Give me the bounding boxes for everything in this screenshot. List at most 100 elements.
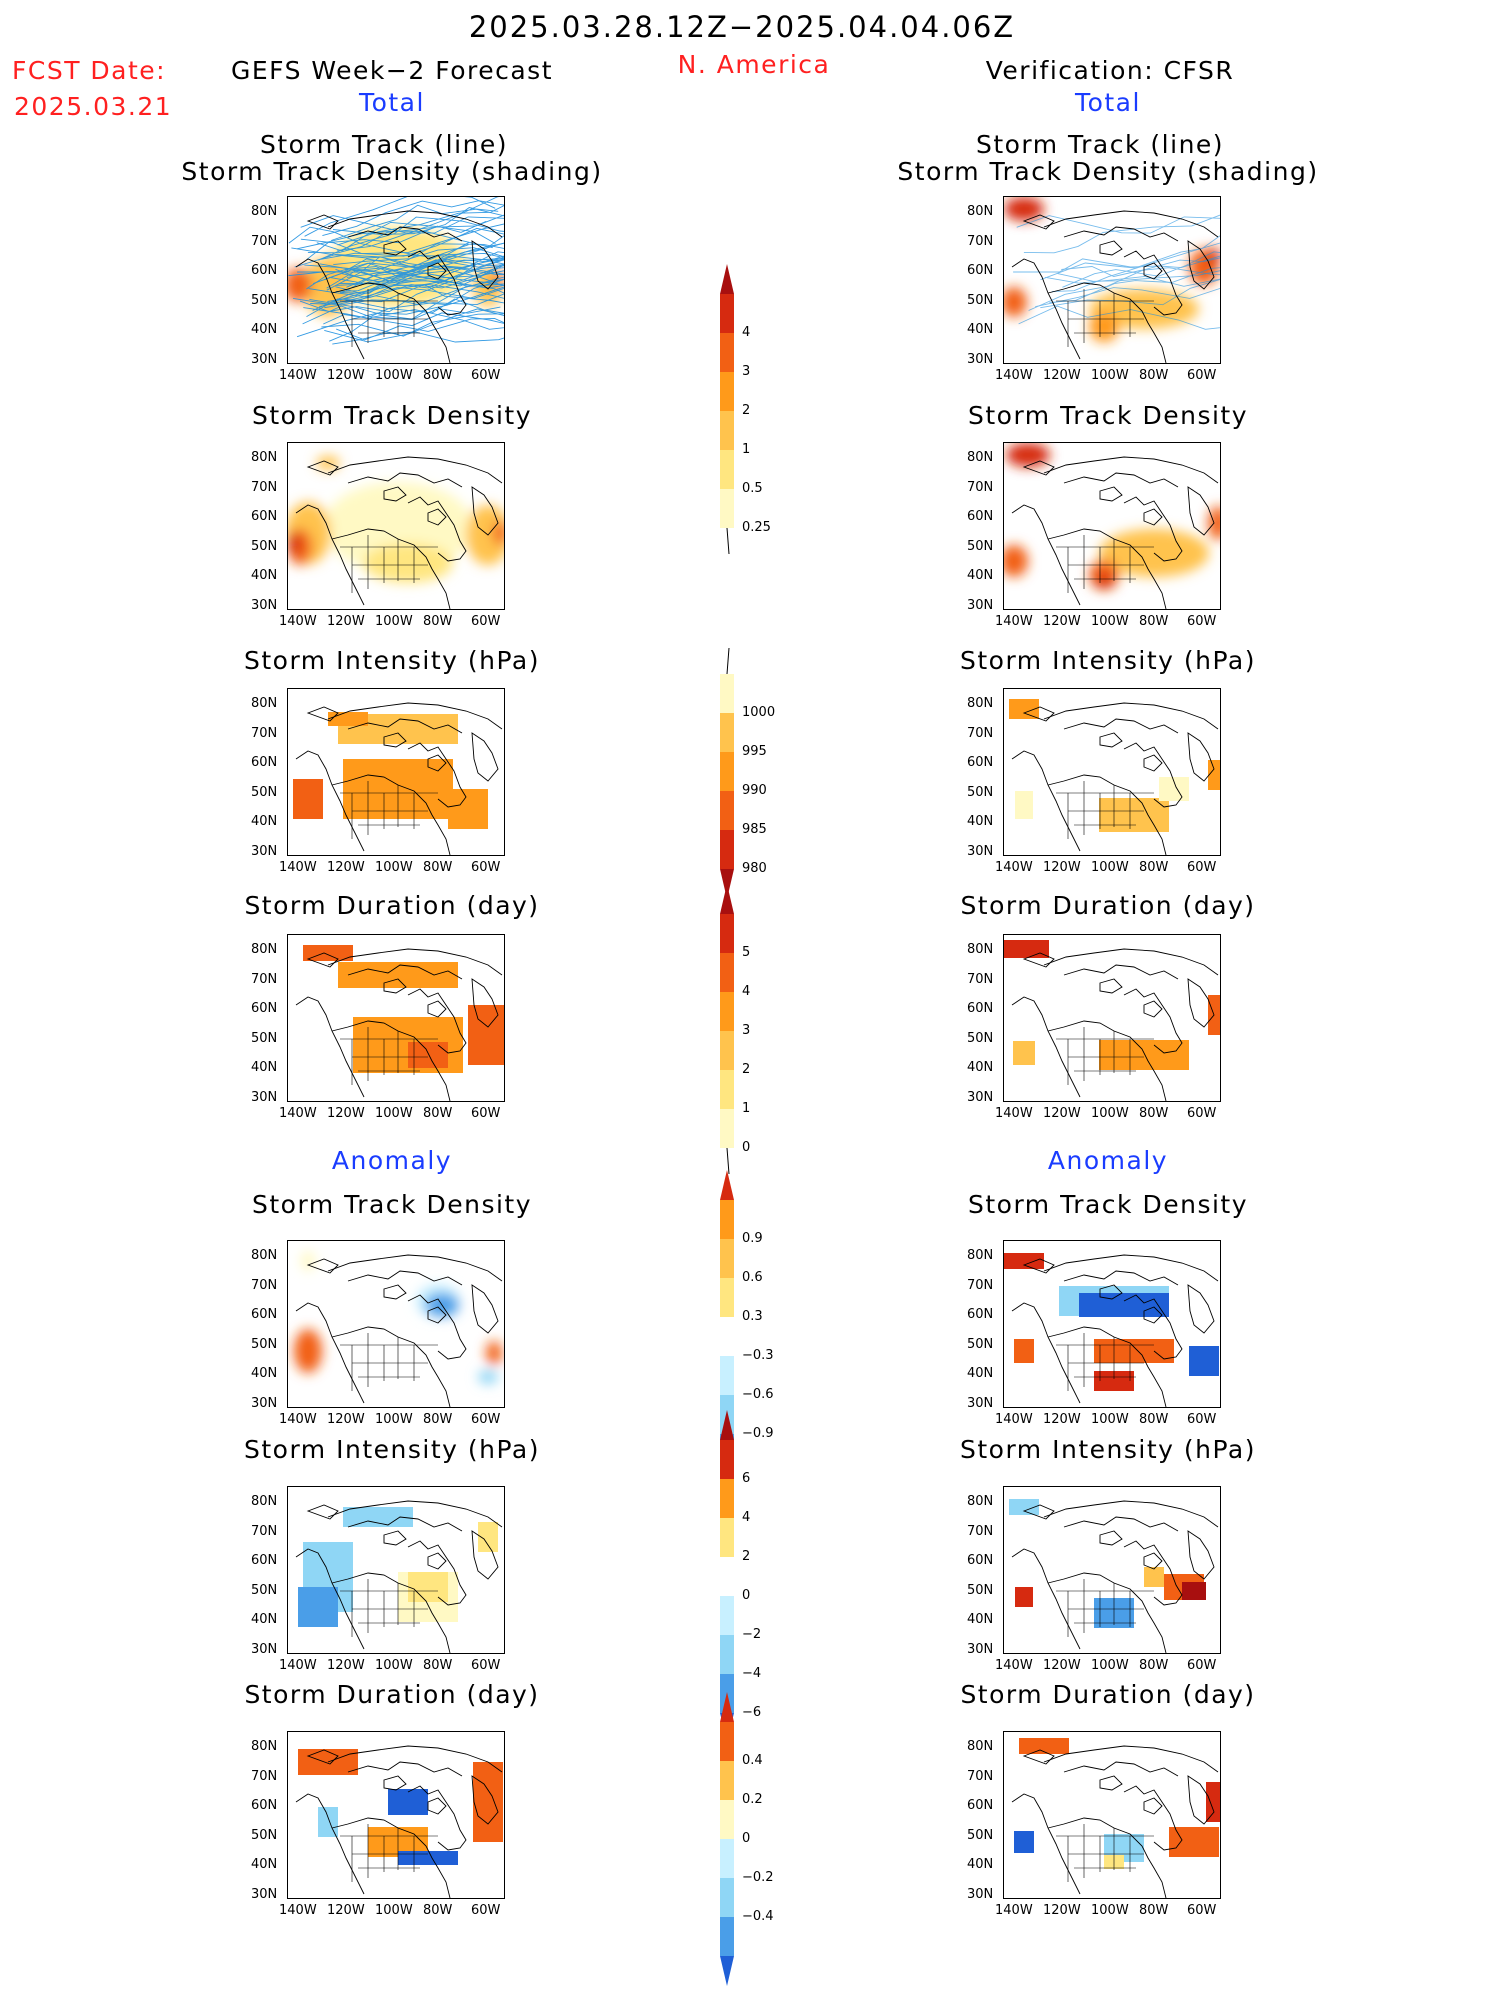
shade-area (298, 1587, 338, 1627)
lat-tick-label: 60N (967, 1001, 994, 1016)
coastline (1047, 282, 1167, 363)
storm-track-line (296, 286, 504, 338)
coastline (331, 1020, 451, 1101)
lat-tick-label: 30N (251, 1089, 278, 1105)
lat-tick-label: 80N (967, 942, 994, 957)
lon-tick-label: 60W (471, 614, 501, 629)
lon-tick-label: 80W (1139, 860, 1169, 875)
map-vf-density-anom (1003, 1240, 1221, 1408)
coastline (1022, 214, 1055, 230)
lat-tick-label: 60N (251, 1307, 278, 1322)
storm-track-line (332, 207, 504, 235)
lon-tick-label: 140W (279, 860, 317, 875)
coastline (471, 1775, 499, 1825)
shade-area (448, 789, 488, 829)
shade-area (293, 779, 323, 819)
lat-tick-label: 60N (967, 755, 994, 770)
shade-area (486, 1341, 502, 1365)
coastline (407, 496, 467, 562)
coastline (1022, 1749, 1055, 1765)
lon-tick-label: 60W (1187, 1903, 1217, 1918)
colorbar-swatch (720, 1317, 734, 1356)
shade-area (1182, 1582, 1206, 1600)
coastline (1123, 1294, 1183, 1360)
coastline (407, 1540, 467, 1606)
coastline (1123, 988, 1183, 1054)
lat-tick-label: 70N (967, 233, 994, 249)
coastline (1011, 1548, 1081, 1650)
shade-area (1009, 1499, 1039, 1515)
coastline (1099, 732, 1123, 748)
lon-tick-label: 120W (327, 1903, 365, 1918)
map-fc-duration-anom-svg (295, 1745, 503, 1898)
coastline (1043, 1254, 1219, 1282)
map-fc-track-svg (288, 197, 504, 363)
storm-track-line (323, 293, 504, 325)
shade-area (1079, 1293, 1169, 1317)
coastline (327, 1254, 503, 1282)
lat-tick-label: 70N (251, 479, 278, 495)
lon-tick-label: 140W (995, 1658, 1033, 1673)
lat-tick-label: 70N (251, 1523, 278, 1539)
colorbar-swatch (720, 1722, 734, 1761)
lon-tick-label: 60W (1187, 1658, 1217, 1673)
colorbar-label: 1 (742, 1101, 751, 1116)
map-fc-density-anom-svg (294, 1251, 503, 1407)
shade-area (466, 505, 504, 565)
coastline (1099, 1775, 1123, 1791)
lon-tick-label: 80W (1139, 1903, 1169, 1918)
lat-tick-label: 30N (251, 1641, 278, 1657)
lon-tick-label: 120W (327, 1658, 365, 1673)
storm-track-line (1028, 257, 1220, 311)
lat-tick-label: 30N (251, 1395, 278, 1411)
lon-tick-label: 100W (375, 860, 413, 875)
storm-track-line (318, 216, 504, 261)
map-fc-duration (287, 934, 505, 1102)
storm-track-line (337, 205, 504, 246)
map-vf-intensity-anom-svg (1009, 1499, 1219, 1653)
storm-track-line (327, 284, 504, 302)
shade-area (1094, 1339, 1174, 1363)
lon-tick-label: 140W (995, 368, 1033, 383)
lon-tick-label: 120W (1043, 1658, 1081, 1673)
storm-track-line (306, 220, 487, 261)
shade-area (1004, 545, 1028, 577)
colorbar-label: 6 (742, 1471, 751, 1486)
shade-area (1013, 1041, 1035, 1065)
coastline (1011, 258, 1081, 360)
coastline (306, 1749, 339, 1765)
coastline (347, 718, 463, 734)
lat-tick-label: 30N (251, 843, 278, 859)
coastline (1047, 1817, 1167, 1898)
storm-track-line (302, 305, 504, 330)
lat-tick-label: 70N (967, 725, 994, 741)
coastline (295, 1548, 365, 1650)
coastline (1187, 732, 1215, 782)
lat-tick-label: 80N (251, 696, 278, 711)
coastline (1047, 1020, 1167, 1101)
coastline (306, 460, 339, 476)
lat-tick-label: 60N (251, 1001, 278, 1016)
shade-area (478, 1522, 498, 1552)
storm-track-line (346, 251, 504, 288)
coastline (427, 508, 447, 526)
right-column-title: Verification: CFSR (985, 56, 1235, 85)
lon-tick-label: 140W (279, 614, 317, 629)
colorbar-label: −4 (742, 1666, 762, 1681)
lon-tick-label: 120W (327, 1106, 365, 1121)
coastline (1143, 1552, 1163, 1570)
shade-area (1189, 1346, 1219, 1376)
lon-tick-label: 120W (327, 860, 365, 875)
left-intensity-title: Storm Intensity (hPa) (244, 646, 540, 675)
coastline (383, 1530, 407, 1546)
coastline (1123, 250, 1183, 316)
coastline (383, 1775, 407, 1791)
lon-tick-label: 140W (995, 1903, 1033, 1918)
storm-track-line (300, 223, 504, 255)
colorbar-swatch (720, 1070, 734, 1109)
lat-tick-label: 50N (967, 1336, 994, 1352)
lon-tick-label: 120W (1043, 1412, 1081, 1427)
lat-tick-label: 60N (967, 1553, 994, 1568)
shade-area (478, 1370, 498, 1384)
coastline (471, 1530, 499, 1580)
